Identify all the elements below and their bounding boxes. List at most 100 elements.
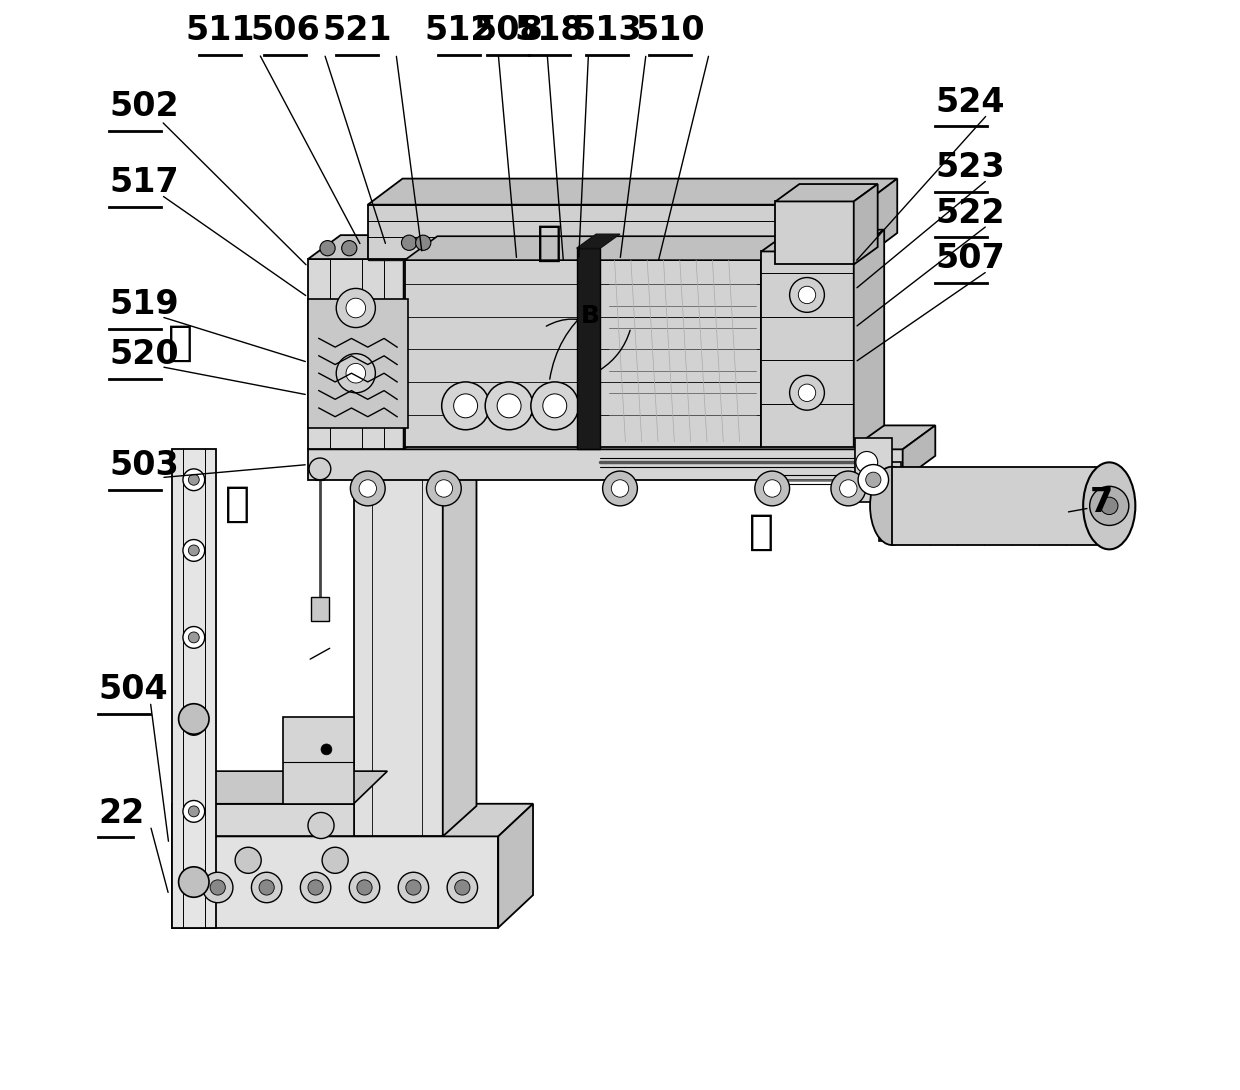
Circle shape [398, 872, 429, 903]
Circle shape [351, 471, 386, 506]
Bar [308, 300, 408, 427]
Bar [580, 241, 593, 258]
Polygon shape [903, 425, 935, 480]
Circle shape [790, 278, 825, 313]
Bar [598, 241, 611, 258]
Circle shape [179, 704, 210, 735]
Text: 503: 503 [109, 449, 179, 482]
Circle shape [308, 880, 324, 895]
Bar [413, 241, 427, 258]
Polygon shape [172, 836, 498, 928]
Bar [404, 261, 761, 447]
Text: 7: 7 [1090, 486, 1114, 519]
Ellipse shape [870, 467, 914, 545]
Bar [506, 241, 518, 258]
Text: 506: 506 [250, 14, 320, 47]
Text: 519: 519 [109, 288, 179, 322]
Polygon shape [577, 234, 620, 249]
Circle shape [188, 545, 200, 556]
Bar [775, 202, 854, 265]
Circle shape [210, 880, 226, 895]
Circle shape [441, 382, 490, 429]
Circle shape [336, 289, 376, 328]
Polygon shape [775, 184, 878, 202]
Polygon shape [353, 447, 476, 477]
Circle shape [184, 800, 205, 822]
Circle shape [866, 472, 880, 487]
Polygon shape [761, 230, 884, 252]
Bar [308, 259, 404, 449]
Bar [283, 717, 353, 803]
Circle shape [427, 471, 461, 506]
Bar [854, 450, 879, 474]
Circle shape [611, 480, 629, 497]
Bar [892, 467, 1110, 545]
Circle shape [188, 719, 200, 730]
Circle shape [405, 880, 422, 895]
Circle shape [764, 480, 781, 497]
Circle shape [1101, 497, 1118, 514]
Circle shape [543, 393, 567, 417]
Text: B: B [580, 303, 600, 328]
Circle shape [1090, 486, 1128, 525]
Circle shape [454, 393, 477, 417]
Text: 510: 510 [635, 14, 704, 47]
Bar [396, 241, 408, 258]
Polygon shape [404, 237, 794, 261]
Bar [368, 205, 863, 259]
Circle shape [360, 480, 377, 497]
Text: 513: 513 [572, 14, 642, 47]
Ellipse shape [1084, 462, 1136, 549]
Circle shape [350, 872, 379, 903]
Circle shape [402, 235, 417, 251]
Bar [577, 249, 600, 449]
Bar [525, 241, 537, 258]
Polygon shape [761, 237, 794, 447]
Circle shape [308, 812, 334, 838]
Text: 左: 左 [537, 221, 562, 264]
Bar [543, 241, 556, 258]
Circle shape [202, 872, 233, 903]
Bar [450, 241, 464, 258]
Text: 511: 511 [185, 14, 254, 47]
Circle shape [755, 471, 790, 506]
Circle shape [184, 469, 205, 490]
Bar [879, 473, 898, 541]
Bar [761, 252, 854, 447]
Text: 523: 523 [935, 152, 1004, 184]
Text: 后: 后 [169, 322, 193, 364]
Circle shape [455, 880, 470, 895]
Circle shape [839, 480, 857, 497]
Circle shape [320, 241, 335, 256]
Circle shape [184, 540, 205, 561]
Text: 508: 508 [474, 14, 543, 47]
Text: 507: 507 [935, 242, 1006, 276]
Text: 右: 右 [224, 483, 249, 524]
Circle shape [184, 871, 205, 893]
Circle shape [880, 471, 915, 506]
Text: 502: 502 [109, 90, 179, 123]
Circle shape [184, 714, 205, 736]
Circle shape [415, 235, 430, 251]
Circle shape [799, 384, 816, 401]
Polygon shape [443, 447, 476, 836]
Circle shape [309, 458, 331, 480]
Circle shape [435, 480, 453, 497]
Circle shape [357, 880, 372, 895]
Circle shape [188, 876, 200, 887]
Polygon shape [863, 179, 898, 259]
Text: 前: 前 [749, 511, 774, 553]
Polygon shape [404, 235, 436, 449]
Bar [172, 449, 216, 928]
Circle shape [790, 375, 825, 410]
Text: 22: 22 [98, 797, 144, 829]
Circle shape [188, 474, 200, 485]
Text: 518: 518 [515, 14, 584, 47]
Text: 520: 520 [109, 338, 179, 371]
Text: 521: 521 [322, 14, 392, 47]
Bar [487, 241, 501, 258]
Polygon shape [854, 184, 878, 265]
Circle shape [856, 451, 878, 473]
Polygon shape [172, 803, 353, 836]
Circle shape [799, 287, 816, 304]
